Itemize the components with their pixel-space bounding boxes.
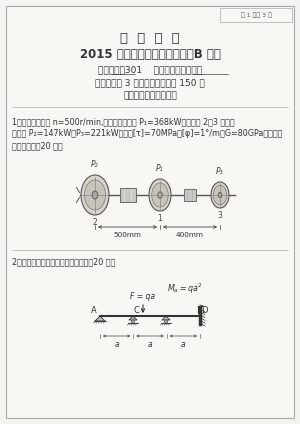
Text: F = qa: F = qa (130, 292, 154, 301)
Text: 3: 3 (218, 211, 222, 220)
Text: 500mm: 500mm (114, 232, 141, 238)
Text: 答案必须写在答题纸上: 答案必须写在答题纸上 (123, 92, 177, 100)
Text: 2、画出图示梁的剪力图和弯矩图。（20 分）: 2、画出图示梁的剪力图和弯矩图。（20 分） (12, 257, 115, 266)
Bar (120, 188, 136, 202)
Text: 400mm: 400mm (176, 232, 204, 238)
Text: P₃: P₃ (216, 167, 224, 176)
Text: C: C (134, 306, 140, 315)
Text: P₂: P₂ (91, 160, 99, 169)
Text: a: a (181, 340, 186, 349)
Polygon shape (129, 316, 137, 320)
Ellipse shape (92, 191, 98, 199)
FancyBboxPatch shape (220, 8, 292, 22)
Ellipse shape (158, 192, 162, 198)
Ellipse shape (213, 185, 227, 205)
Text: $M_a = qa^2$: $M_a = qa^2$ (167, 282, 203, 296)
Text: 考试时间为 3 小时、卷面总分为 150 分: 考试时间为 3 小时、卷面总分为 150 分 (95, 78, 205, 87)
Text: 第 1 页共 3 页: 第 1 页共 3 页 (241, 12, 272, 18)
Text: 1、传动轴的转速 n=500r/min,主动轮输入功率 P₁=368kW，从动轮 2、3 分别输: 1、传动轴的转速 n=500r/min,主动轮输入功率 P₁=368kW，从动轮… (12, 117, 235, 126)
Polygon shape (162, 316, 170, 320)
Polygon shape (95, 316, 105, 321)
Text: 出功率 P₂=147kW、P₃=221kW。已知[τ]=70MPa，[φ]=1°/m，G=80GPa。试设计: 出功率 P₂=147kW、P₃=221kW。已知[τ]=70MPa，[φ]=1°… (12, 129, 282, 138)
Text: 2015 年研究生入学考试试题（B 卷）: 2015 年研究生入学考试试题（B 卷） (80, 48, 220, 61)
Text: a: a (114, 340, 119, 349)
Text: a: a (148, 340, 152, 349)
Bar (184, 189, 196, 201)
Ellipse shape (211, 182, 229, 208)
Text: 2: 2 (93, 218, 98, 227)
Text: 三  峡  大  学: 三 峡 大 学 (120, 31, 180, 45)
Circle shape (164, 320, 167, 323)
Text: 1: 1 (158, 214, 162, 223)
Text: D: D (201, 306, 208, 315)
Ellipse shape (149, 179, 171, 211)
Text: 轴的直径。（20 分）: 轴的直径。（20 分） (12, 141, 63, 150)
Circle shape (131, 320, 134, 323)
Ellipse shape (152, 183, 168, 207)
Text: A: A (91, 306, 97, 315)
Ellipse shape (81, 175, 109, 215)
Text: 科目代码：301    科目名称：材料力学: 科目代码：301 科目名称：材料力学 (98, 65, 202, 75)
Ellipse shape (85, 180, 106, 210)
Text: P₁: P₁ (156, 164, 164, 173)
FancyBboxPatch shape (6, 6, 294, 418)
Ellipse shape (218, 192, 222, 198)
